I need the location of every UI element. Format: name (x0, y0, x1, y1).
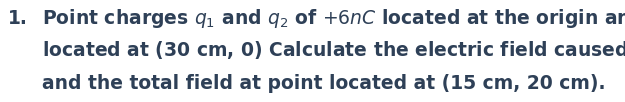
Text: and the total field at point located at (15 cm, 20 cm).: and the total field at point located at … (42, 74, 606, 93)
Text: Point charges $\mathit{q_1}$ and $\mathit{q_2}$ of $\mathit{+6nC}$ located at th: Point charges $\mathit{q_1}$ and $\mathi… (42, 7, 625, 30)
Text: located at (30 cm, 0) Calculate the electric field caused by $\mathit{q_1}$, by : located at (30 cm, 0) Calculate the elec… (42, 39, 625, 63)
Text: 1.: 1. (8, 9, 28, 28)
